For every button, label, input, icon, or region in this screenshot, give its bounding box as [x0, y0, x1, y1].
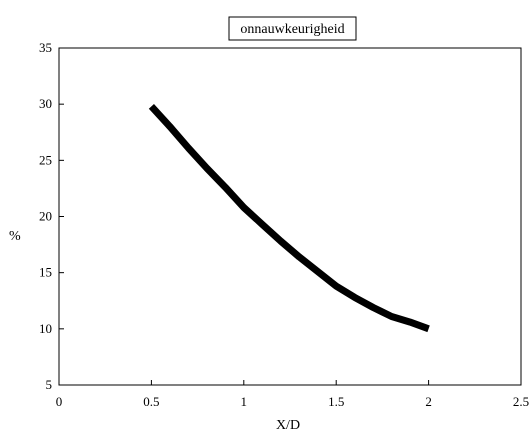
- y-tick-label: 5: [46, 377, 53, 392]
- x-tick-label: 0.5: [143, 394, 159, 409]
- y-tick-label: 20: [39, 209, 52, 224]
- chart-title-box: onnauwkeurigheid: [229, 17, 356, 40]
- y-tick-label: 25: [39, 152, 52, 167]
- y-tick-label: 35: [39, 40, 52, 55]
- y-tick-label: 10: [39, 321, 52, 336]
- x-tick-label: 2: [425, 394, 432, 409]
- y-tick-label: 15: [39, 265, 52, 280]
- y-tick-label: 30: [39, 96, 52, 111]
- chart-title: onnauwkeurigheid: [240, 22, 344, 37]
- x-tick-label: 0: [56, 394, 63, 409]
- x-tick-label: 1.5: [328, 394, 344, 409]
- x-tick-label: 2.5: [513, 394, 529, 409]
- x-tick-label: 1: [241, 394, 248, 409]
- y-axis-label: %: [9, 229, 21, 244]
- x-axis-label: X/D: [276, 418, 300, 433]
